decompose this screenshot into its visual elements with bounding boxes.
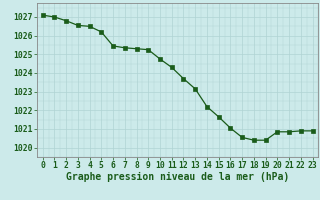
X-axis label: Graphe pression niveau de la mer (hPa): Graphe pression niveau de la mer (hPa) [66,172,289,182]
